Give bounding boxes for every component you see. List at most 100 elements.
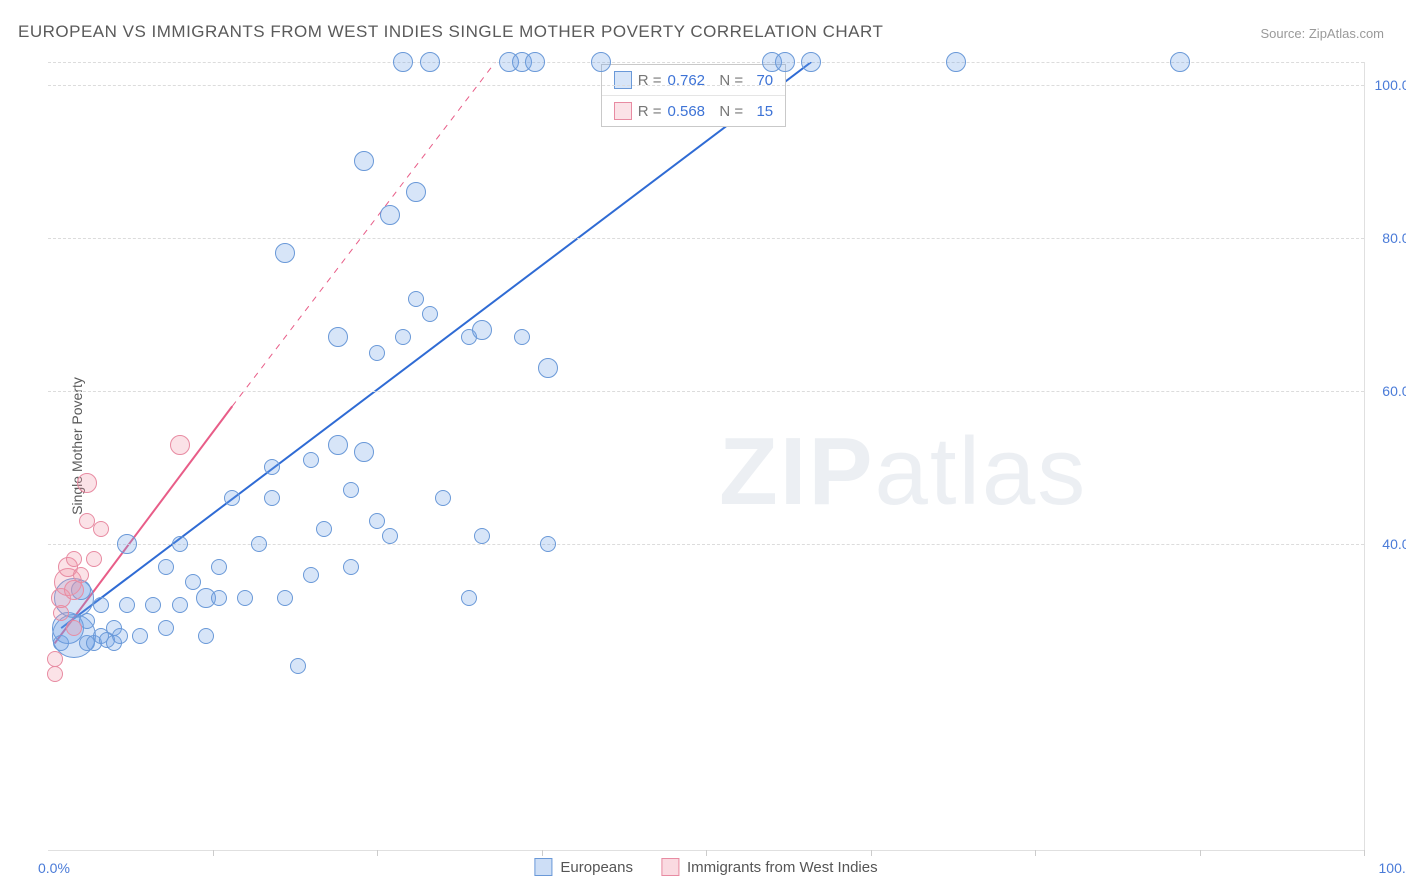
gridline [48, 544, 1364, 545]
x-tick-mark [1035, 850, 1036, 856]
x-tick-mark [1200, 850, 1201, 856]
data-point [172, 536, 188, 552]
data-point [170, 435, 190, 455]
y-tick-label: 60.0% [1382, 383, 1406, 399]
legend-item: Europeans [534, 858, 633, 876]
data-point [328, 435, 348, 455]
watermark-text: ZIPatlas [719, 417, 1087, 527]
data-point [354, 151, 374, 171]
data-point [77, 473, 97, 493]
data-point [86, 551, 102, 567]
data-point [316, 521, 332, 537]
data-point [47, 666, 63, 682]
stat-n-label: N = [711, 103, 743, 120]
x-tick-mark [377, 850, 378, 856]
data-point [422, 306, 438, 322]
series-legend: Europeans Immigrants from West Indies [534, 858, 877, 876]
data-point [112, 628, 128, 644]
chart-title: EUROPEAN VS IMMIGRANTS FROM WEST INDIES … [18, 22, 883, 42]
data-point [525, 52, 545, 72]
data-point [73, 567, 89, 583]
data-point [472, 320, 492, 340]
data-point [540, 536, 556, 552]
y-tick-label: 80.0% [1382, 230, 1406, 246]
data-point [158, 559, 174, 575]
data-point [369, 513, 385, 529]
legend-label: Immigrants from West Indies [687, 859, 878, 876]
data-point [946, 52, 966, 72]
data-point [211, 559, 227, 575]
data-point [251, 536, 267, 552]
stat-n-value: 15 [749, 103, 773, 120]
data-point [382, 528, 398, 544]
data-point [237, 590, 253, 606]
data-point [66, 620, 82, 636]
data-point [66, 551, 82, 567]
x-tick-mark [542, 850, 543, 856]
data-point [303, 567, 319, 583]
data-point [117, 534, 137, 554]
data-point [158, 620, 174, 636]
gridline [48, 238, 1364, 239]
data-point [145, 597, 161, 613]
data-point [395, 329, 411, 345]
stat-n-value: 70 [749, 72, 773, 89]
gridline [48, 62, 1364, 63]
data-point [538, 358, 558, 378]
stats-legend-row: R = 0.762 N = 70 [602, 65, 785, 96]
data-point [93, 521, 109, 537]
data-point [93, 597, 109, 613]
stat-r-value: 0.762 [667, 72, 705, 89]
gridline [48, 85, 1364, 86]
data-point [406, 182, 426, 202]
data-point [185, 574, 201, 590]
data-point [264, 459, 280, 475]
legend-swatch [534, 858, 552, 876]
chart-source: Source: ZipAtlas.com [1260, 26, 1384, 41]
legend-label: Europeans [560, 859, 633, 876]
x-tick-min: 0.0% [38, 860, 70, 876]
stat-r-value: 0.568 [667, 103, 705, 120]
gridline [48, 391, 1364, 392]
y-tick-label: 100.0% [1375, 77, 1406, 93]
data-point [775, 52, 795, 72]
data-point [172, 597, 188, 613]
data-point [514, 329, 530, 345]
legend-swatch [614, 71, 632, 89]
data-point [290, 658, 306, 674]
stat-r-label: R = [638, 72, 662, 89]
data-point [343, 559, 359, 575]
x-tick-mark [1364, 850, 1365, 856]
x-tick-mark [213, 850, 214, 856]
data-point [408, 291, 424, 307]
data-point [461, 590, 477, 606]
x-tick-max: 100.0% [1379, 860, 1406, 876]
data-point [264, 490, 280, 506]
data-point [211, 590, 227, 606]
data-point [474, 528, 490, 544]
scatter-plot-area: ZIPatlas R = 0.762 N = 70 R = 0.568 N = … [48, 62, 1365, 851]
data-point [132, 628, 148, 644]
data-point [119, 597, 135, 613]
stats-legend-box: R = 0.762 N = 70 R = 0.568 N = 15 [601, 64, 786, 127]
data-point [198, 628, 214, 644]
trend-line-extension [232, 62, 495, 406]
data-point [801, 52, 821, 72]
data-point [277, 590, 293, 606]
stats-legend-row: R = 0.568 N = 15 [602, 96, 785, 126]
legend-swatch [614, 102, 632, 120]
legend-swatch [661, 858, 679, 876]
x-tick-mark [706, 850, 707, 856]
legend-item: Immigrants from West Indies [661, 858, 878, 876]
data-point [354, 442, 374, 462]
data-point [591, 52, 611, 72]
trend-lines-layer [48, 62, 1364, 850]
data-point [303, 452, 319, 468]
data-point [420, 52, 440, 72]
x-tick-mark [871, 850, 872, 856]
data-point [369, 345, 385, 361]
data-point [435, 490, 451, 506]
data-point [47, 651, 63, 667]
data-point [64, 580, 84, 600]
data-point [393, 52, 413, 72]
